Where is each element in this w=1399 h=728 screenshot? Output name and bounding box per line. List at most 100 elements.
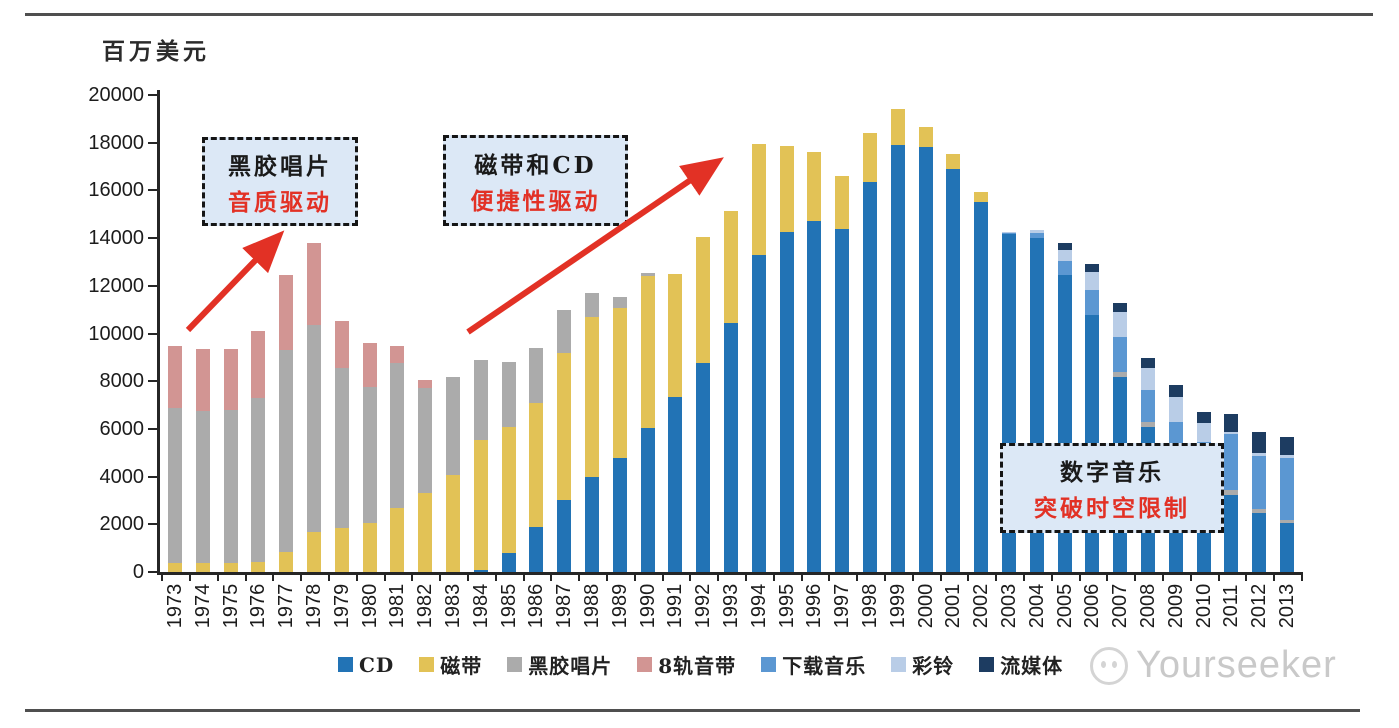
bar-segment-2005	[1057, 260, 1072, 275]
bar-segment-1982	[418, 387, 433, 493]
x-axis-tick	[1050, 574, 1053, 581]
x-axis-tick	[411, 574, 414, 581]
bar-segment-2006	[1085, 271, 1100, 290]
bar-segment-2001	[946, 153, 961, 169]
bar-segment-1975	[223, 349, 238, 411]
x-axis-label-2013: 2013	[1276, 583, 1298, 629]
bar-segment-2008	[1141, 368, 1155, 391]
x-axis-label-2011: 2011	[1220, 584, 1243, 628]
bar-segment-2007	[1113, 371, 1128, 377]
bar-segment-1989	[612, 457, 627, 572]
x-axis-label-1973: 1973	[164, 583, 186, 629]
x-axis-tick	[1300, 574, 1303, 581]
x-axis-label-1997: 1997	[831, 583, 854, 629]
x-axis-tick	[466, 574, 469, 581]
x-axis-label-1976: 1976	[247, 583, 270, 629]
legend-swatch-icon	[507, 657, 523, 672]
bar-segment-1996	[807, 152, 822, 222]
bar-segment-2011	[1224, 494, 1239, 572]
bar-segment-2009	[1168, 385, 1183, 397]
legend-item: CD	[338, 653, 394, 677]
bar-segment-2010	[1196, 411, 1211, 423]
annotation-cassette-cd-line1: 磁带和CD	[474, 151, 597, 179]
y-axis-label: 10000	[88, 322, 144, 345]
x-axis-label-1991: 1991	[664, 583, 687, 629]
bar-segment-2005	[1057, 242, 1072, 250]
bar-segment-2012	[1252, 509, 1267, 514]
x-axis-tick	[300, 574, 303, 581]
legend-swatch-icon	[419, 657, 435, 672]
bar-segment-1987	[557, 499, 572, 572]
bar-segment-1979	[334, 527, 349, 572]
x-axis-tick	[1161, 574, 1164, 581]
legend-item: 下载音乐	[761, 650, 866, 679]
x-axis-tick	[689, 574, 692, 581]
y-axis-tick	[148, 571, 157, 573]
bar-segment-1981	[390, 507, 405, 572]
y-axis-label: 4000	[99, 465, 145, 488]
legend-swatch-icon	[891, 657, 907, 672]
legend-swatch-icon	[979, 657, 995, 672]
bar-segment-2003	[1002, 232, 1016, 234]
legend-label: 下载音乐	[782, 654, 867, 678]
bar-segment-1986	[529, 347, 544, 403]
legend-label: 彩铃	[912, 654, 955, 678]
x-axis-label-2002: 2002	[970, 583, 993, 629]
bar-segment-1973	[168, 345, 182, 408]
bar-segment-1996	[807, 221, 822, 572]
legend-label: 黑胶唱片	[528, 654, 613, 678]
legend-label: 磁带	[440, 654, 483, 678]
x-axis-tick	[188, 574, 191, 581]
bar-segment-1995	[779, 146, 794, 232]
x-axis-label-1981: 1981	[386, 583, 409, 629]
bar-segment-1982	[418, 492, 433, 572]
x-axis-tick	[216, 574, 219, 581]
bar-segment-1983	[446, 377, 460, 476]
x-axis-tick	[1022, 574, 1025, 581]
legend-item: 彩铃	[891, 650, 954, 679]
bar-segment-2004	[1029, 233, 1044, 238]
bar-segment-2012	[1252, 455, 1267, 510]
x-axis-label-1990: 1990	[636, 583, 659, 629]
x-axis-label-1996: 1996	[803, 583, 826, 629]
watermark: Yourseeker	[1090, 644, 1337, 687]
x-axis-tick	[355, 574, 358, 581]
x-axis-tick	[883, 574, 886, 581]
x-axis-label-1985: 1985	[497, 583, 520, 629]
bar-segment-1984	[473, 440, 488, 570]
bar-segment-1994	[751, 255, 766, 572]
x-axis-tick	[1106, 574, 1109, 581]
bar-segment-1999	[890, 108, 905, 145]
bar-segment-1985	[501, 552, 516, 572]
bar-segment-1993	[724, 211, 738, 323]
annotation-vinyl-era: 黑胶唱片 音质驱动	[202, 137, 358, 226]
x-axis-tick	[272, 574, 275, 581]
bar-segment-1977	[279, 275, 294, 350]
bar-segment-2002	[974, 201, 989, 572]
y-axis-unit-label: 百万美元	[102, 38, 210, 65]
x-axis-tick	[605, 574, 608, 581]
y-axis-tick	[148, 94, 157, 96]
bar-segment-1993	[724, 323, 738, 572]
x-axis-label-1999: 1999	[886, 583, 909, 629]
bar-segment-1979	[334, 320, 349, 368]
bar-segment-2004	[1029, 229, 1044, 234]
bar-segment-1998	[863, 182, 877, 572]
bar-segment-1990	[640, 427, 655, 572]
bar-segment-2011	[1224, 431, 1239, 434]
x-axis-label-2006: 2006	[1081, 583, 1104, 629]
x-axis-tick	[633, 574, 636, 581]
bar-segment-1980	[362, 387, 377, 523]
y-axis-label: 20000	[88, 84, 144, 106]
bar-segment-2007	[1113, 302, 1128, 312]
bar-segment-1987	[557, 310, 572, 354]
bar-segment-2013	[1280, 523, 1294, 572]
bar-segment-1976	[251, 397, 266, 562]
bar-segment-2013	[1280, 520, 1294, 524]
bar-segment-1992	[696, 237, 711, 363]
x-axis-tick	[1134, 574, 1137, 581]
top-divider	[25, 13, 1373, 16]
bar-segment-2003	[1002, 233, 1016, 235]
bar-segment-1974	[195, 562, 210, 572]
